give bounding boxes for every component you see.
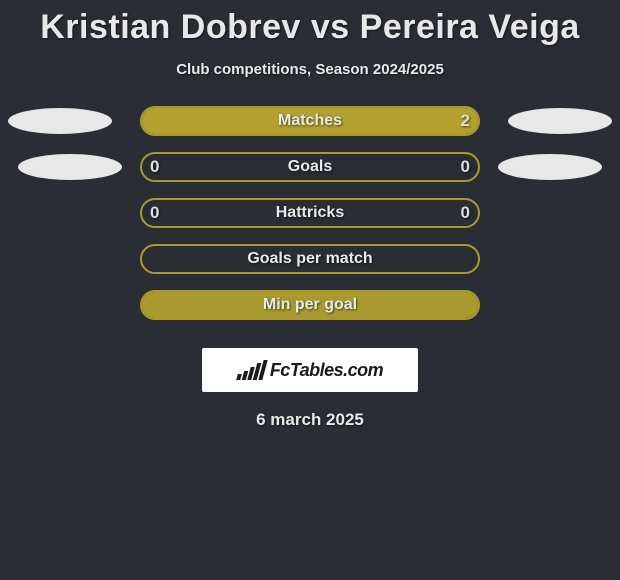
bar-track <box>140 152 480 182</box>
bar-track <box>140 106 480 136</box>
stat-row-min-per-goal: Min per goal <box>0 290 620 336</box>
player1-name: Kristian Dobrev <box>40 8 301 46</box>
stat-row-goals: 0 Goals 0 <box>0 152 620 198</box>
page-title: Kristian Dobrev vs Pereira Veiga <box>0 0 620 47</box>
subtitle: Club competitions, Season 2024/2025 <box>0 61 620 78</box>
bar-track <box>140 290 480 320</box>
date-text: 6 march 2025 <box>0 410 620 430</box>
vs-text: vs <box>311 8 350 46</box>
bar-fill <box>142 108 478 134</box>
value-right: 2 <box>461 106 470 136</box>
logo-bars-icon <box>237 360 265 380</box>
stat-row-goals-per-match: Goals per match <box>0 244 620 290</box>
value-right: 0 <box>461 152 470 182</box>
bar-fill <box>142 292 478 318</box>
value-left: 0 <box>150 198 159 228</box>
stat-row-hattricks: 0 Hattricks 0 <box>0 198 620 244</box>
value-right: 0 <box>461 198 470 228</box>
bar-track <box>140 198 480 228</box>
logo-text: FcTables.com <box>270 360 383 381</box>
stat-row-matches: Matches 2 <box>0 106 620 152</box>
bar-track <box>140 244 480 274</box>
comparison-chart: Matches 2 0 Goals 0 0 Hattricks 0 Goals … <box>0 106 620 336</box>
fctables-logo: FcTables.com <box>202 348 418 392</box>
value-left: 0 <box>150 152 159 182</box>
player2-name: Pereira Veiga <box>360 8 580 46</box>
